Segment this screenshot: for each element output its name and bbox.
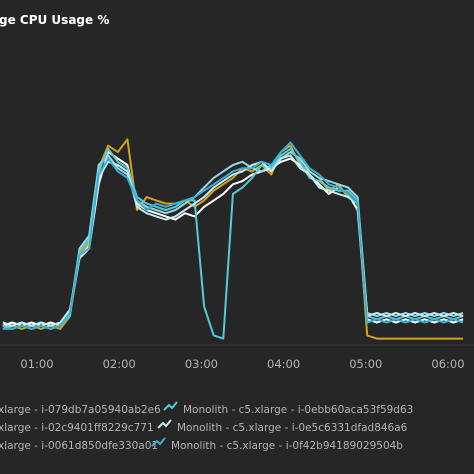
legend-line-icon	[151, 437, 166, 447]
x-axis-ticks: 01:00 02:00 03:00 04:00 05:00 06:00	[20, 357, 464, 371]
legend-label: Monolith - c5.xlarge - i-0f42b9418902950…	[171, 440, 403, 452]
legend-label: Monolith - c5.xlarge - i-0ebb60aca53f59d…	[183, 404, 413, 416]
legend[interactable]: xlarge - i-079db7a05940ab2e6 xlarge - i-0…	[0, 401, 413, 452]
legend-item[interactable]: Monolith - c5.xlarge - i-0f42b9418902950…	[151, 437, 403, 452]
legend-item[interactable]: Monolith - c5.xlarge - i-0ebb60aca53f59d…	[163, 401, 413, 416]
legend-item[interactable]: Monolith - c5.xlarge - i-0e5c6331dfad846…	[157, 419, 408, 434]
legend-label: xlarge - i-079db7a05940ab2e6	[0, 404, 161, 416]
legend-label: Monolith - c5.xlarge - i-0e5c6331dfad846…	[177, 422, 408, 434]
legend-item[interactable]: xlarge - i-079db7a05940ab2e6	[0, 404, 161, 416]
series-line-3	[2, 151, 464, 330]
legend-item[interactable]: xlarge - i-0061d850dfe330a01	[0, 440, 158, 452]
series-line-6	[2, 141, 464, 330]
series-lines	[2, 138, 464, 340]
legend-label: xlarge - i-02c9401ff8229c771	[0, 422, 154, 434]
legend-label: xlarge - i-0061d850dfe330a01	[0, 440, 158, 452]
x-tick-label: 05:00	[349, 357, 382, 371]
legend-line-icon	[163, 401, 178, 411]
x-tick-label: 03:00	[185, 357, 218, 371]
x-tick-label: 02:00	[103, 357, 136, 371]
chart-title: ge CPU Usage %	[0, 13, 109, 27]
x-tick-label: 01:00	[20, 357, 53, 371]
legend-line-icon	[157, 419, 172, 429]
x-tick-label: 06:00	[431, 357, 464, 371]
legend-item[interactable]: xlarge - i-02c9401ff8229c771	[0, 422, 154, 434]
x-tick-label: 04:00	[267, 357, 300, 371]
